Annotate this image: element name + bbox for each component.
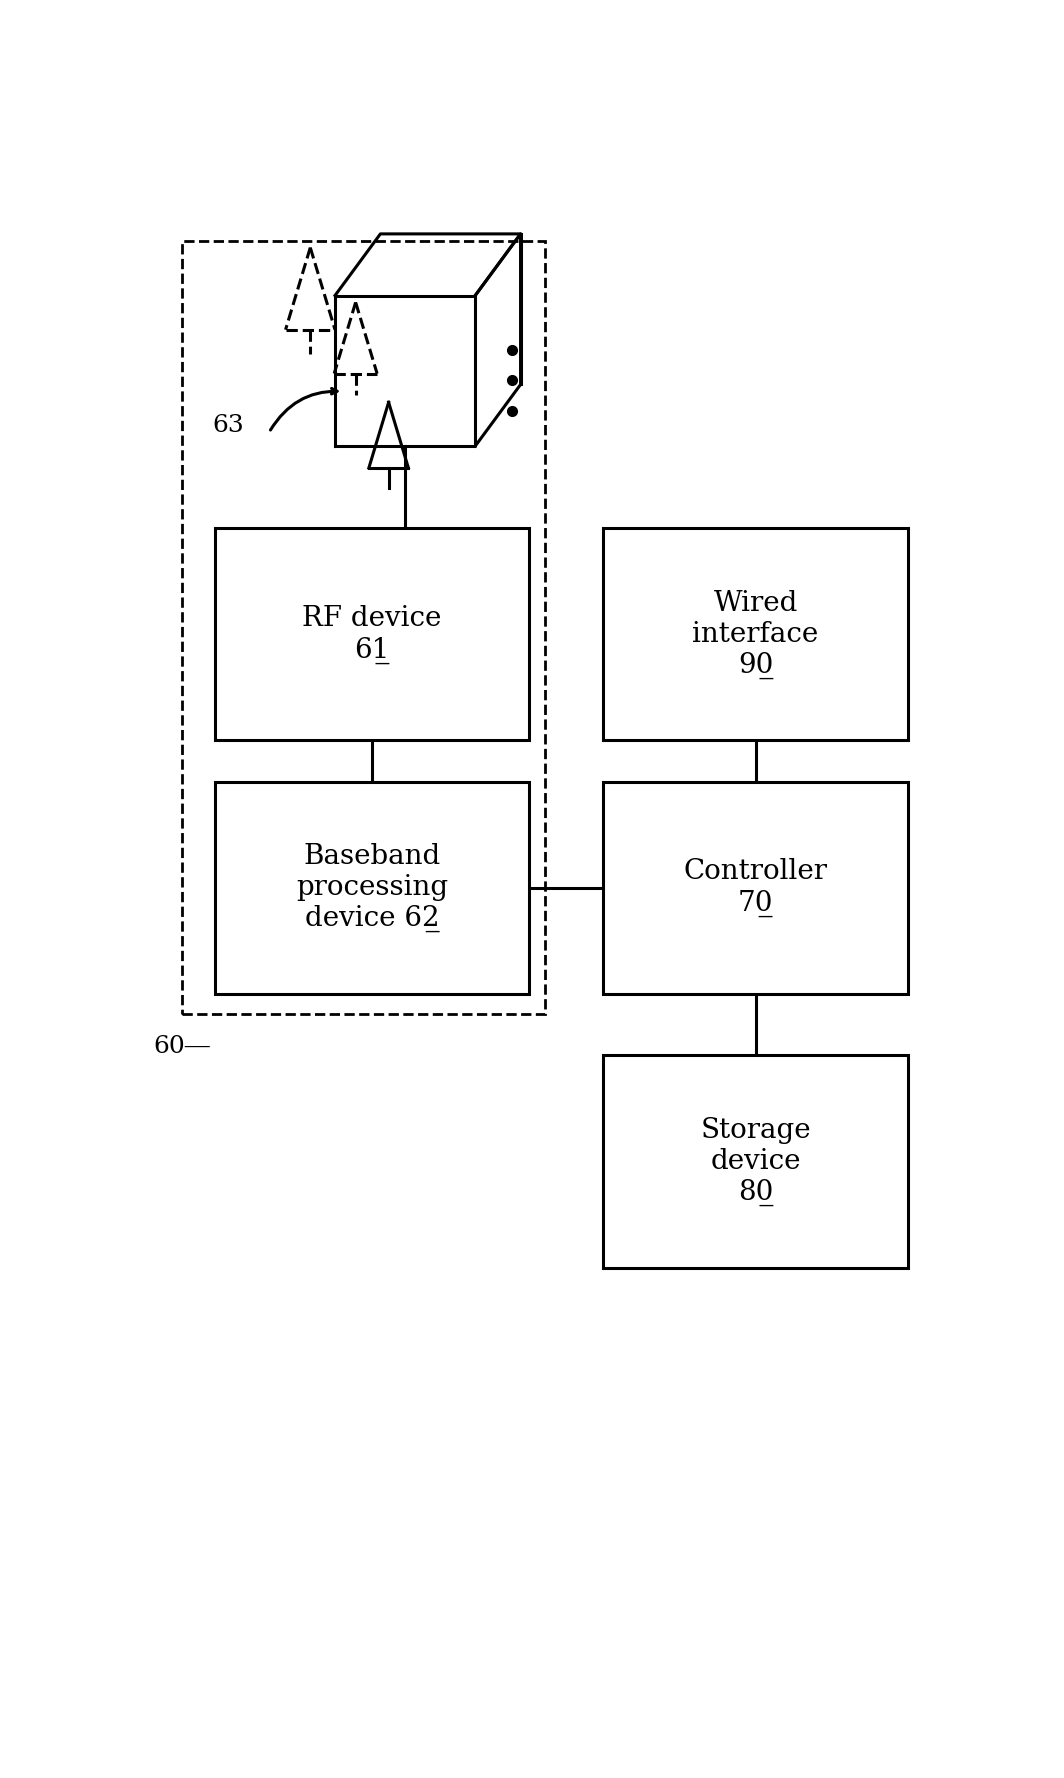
Text: RF device
61̲: RF device 61̲ bbox=[302, 605, 442, 663]
Bar bbox=[215, 528, 529, 740]
Bar bbox=[603, 782, 908, 994]
Text: Controller
70̲: Controller 70̲ bbox=[683, 859, 828, 917]
Bar bbox=[603, 1056, 908, 1268]
Text: 63: 63 bbox=[212, 414, 244, 437]
Bar bbox=[215, 782, 529, 994]
Text: Wired
interface
90̲: Wired interface 90̲ bbox=[693, 590, 818, 679]
Text: Storage
device
80̲: Storage device 80̲ bbox=[700, 1117, 811, 1205]
Text: Baseband
processing
device 62̲: Baseband processing device 62̲ bbox=[296, 843, 448, 932]
Text: 60―: 60― bbox=[153, 1035, 211, 1058]
Bar bbox=[603, 528, 908, 740]
Bar bbox=[183, 240, 545, 1013]
